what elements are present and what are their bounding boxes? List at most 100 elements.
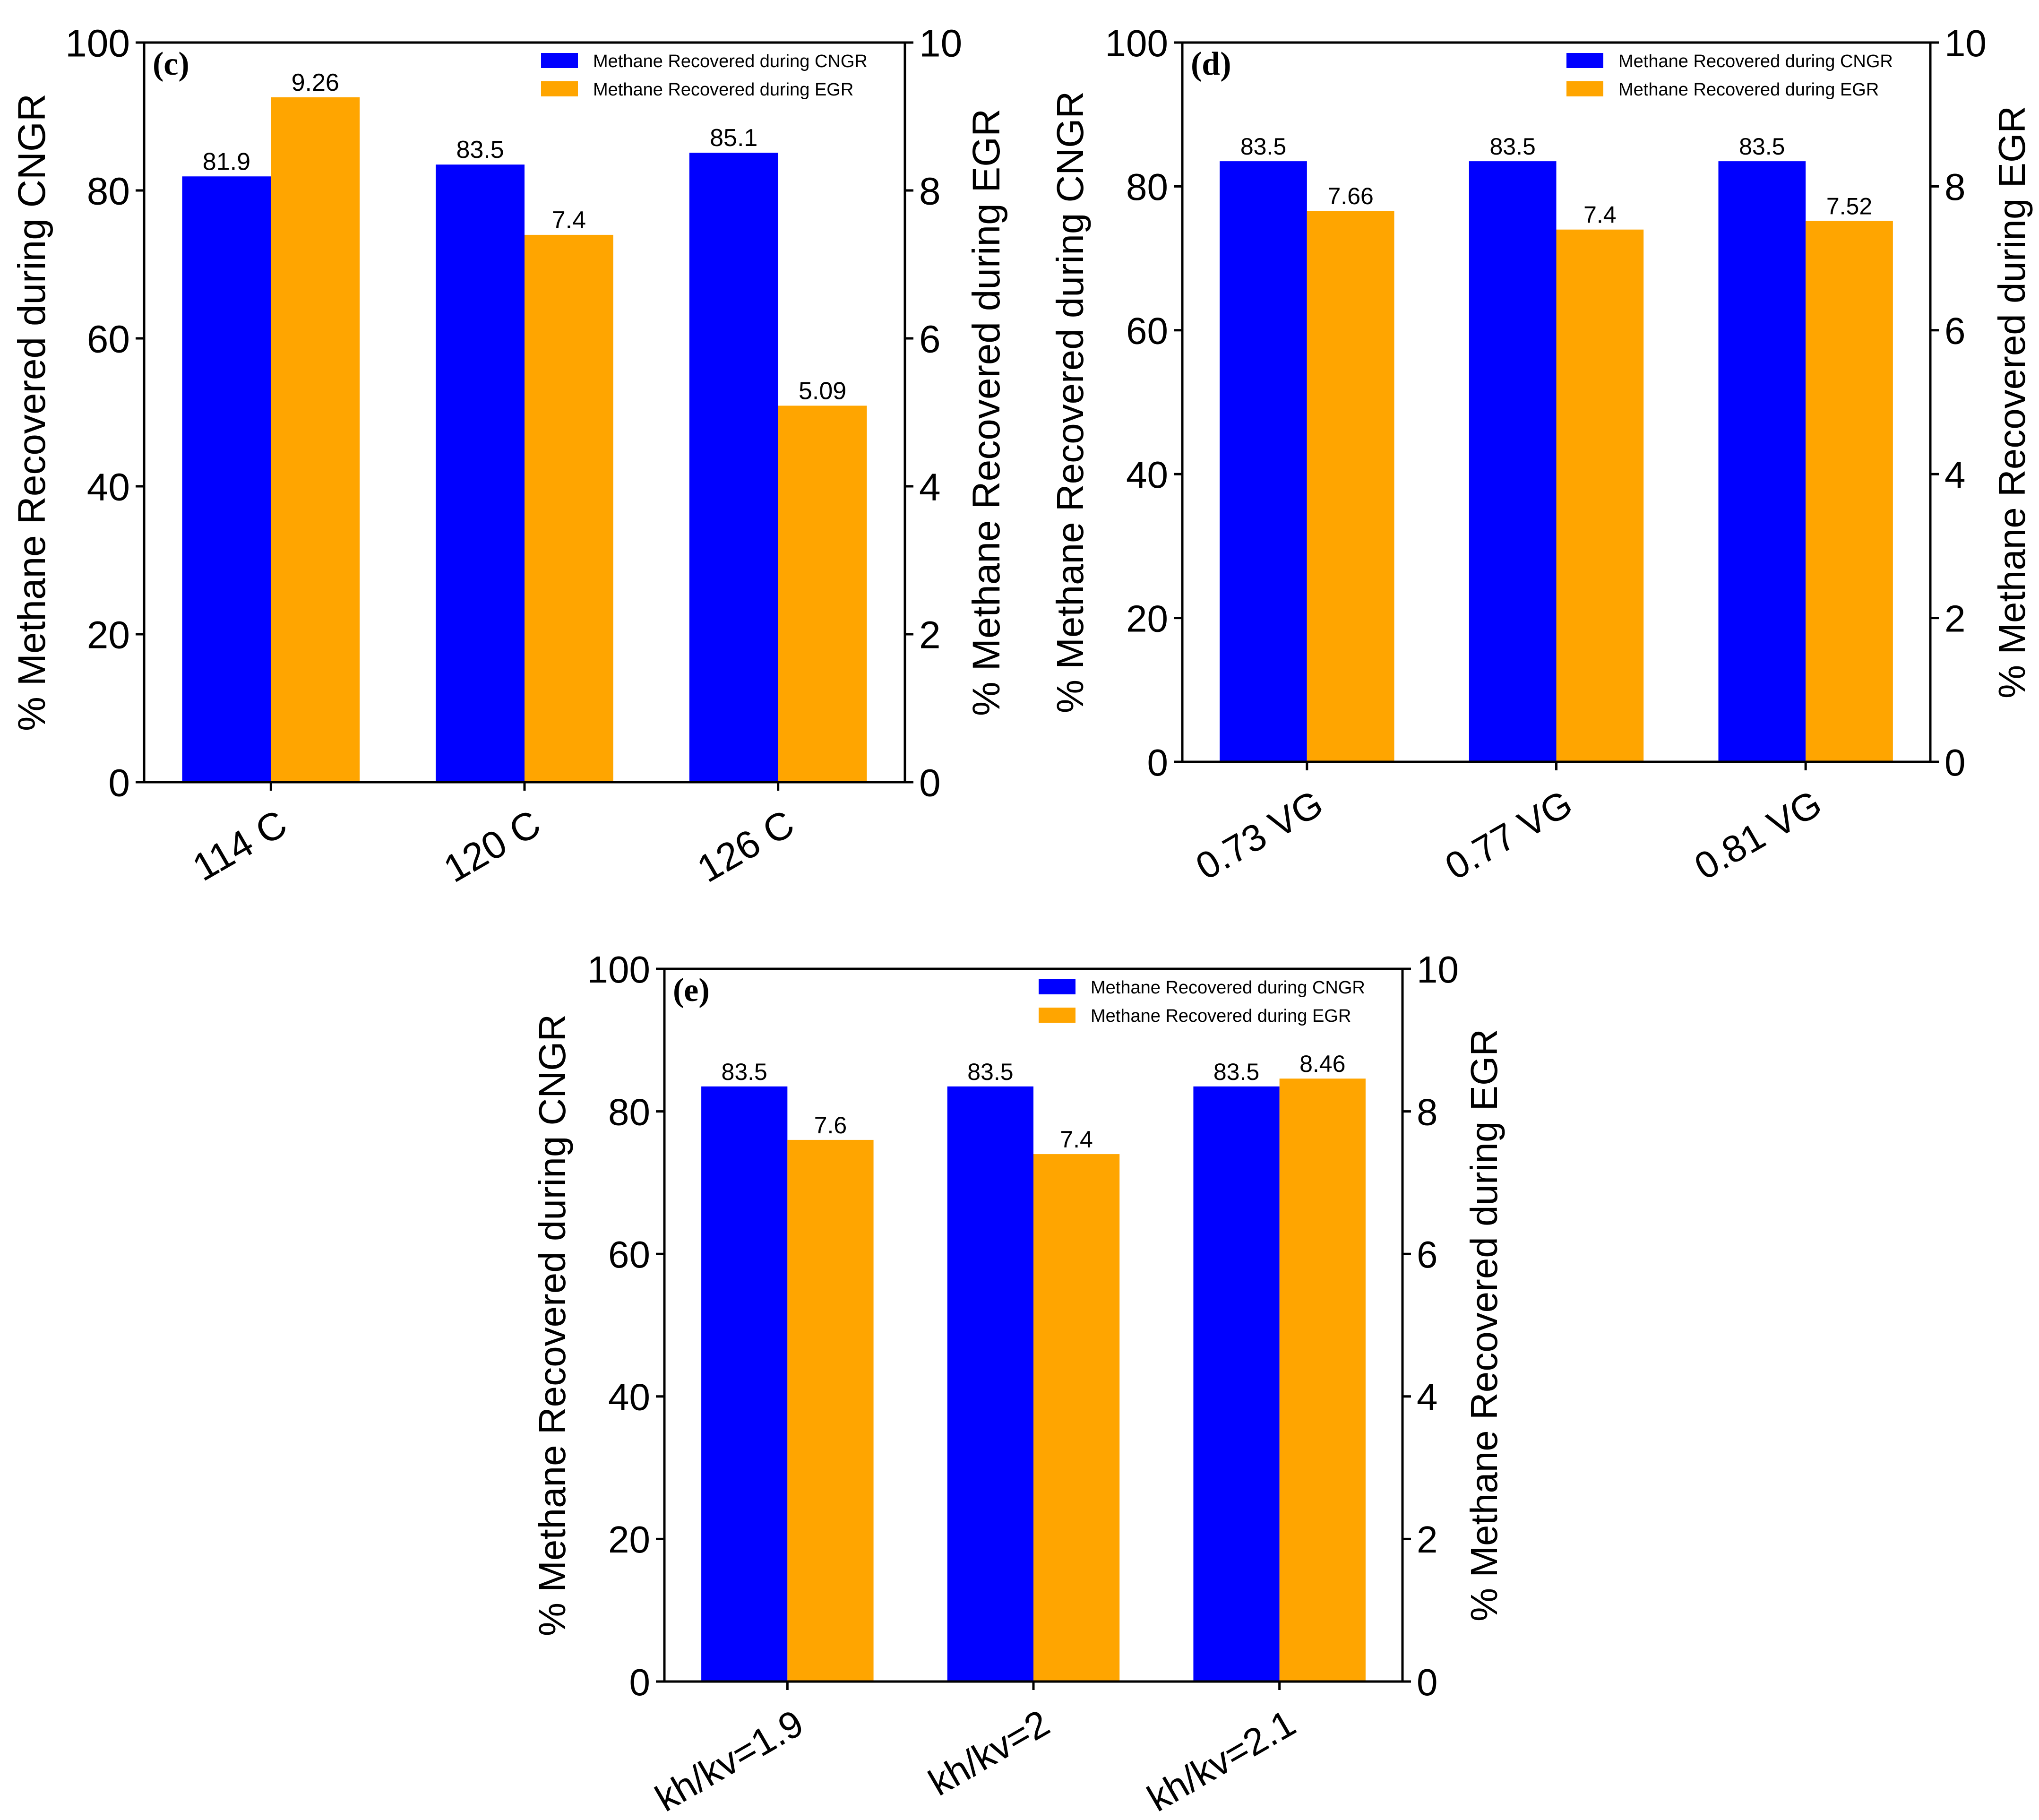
y2-tick-label-0: 0 — [919, 762, 941, 805]
bar-egr-0 — [271, 97, 360, 782]
y2-tick-label-2: 4 — [1417, 1376, 1438, 1418]
y2-tick-label-5: 10 — [1417, 949, 1459, 991]
chart-panel-1: 83.5 7.66 0.73 VG 83.5 7.4 0.77 VG 83.5 7.52 0.8… — [1049, 22, 2033, 888]
y-tick-label-5: 100 — [587, 949, 650, 991]
data-label-egr-0: 7.66 — [1328, 183, 1374, 209]
y2-tick-label-0: 0 — [1417, 1661, 1438, 1703]
panel-label: (d) — [1191, 46, 1231, 82]
y-tick-label-2: 40 — [1126, 454, 1168, 496]
bar-cngr-0 — [701, 1086, 788, 1682]
x-tick-label-1: 0.77 VG — [1438, 782, 1579, 888]
data-label-cngr-1: 83.5 — [1489, 133, 1535, 160]
legend-swatch-egr — [1039, 1008, 1075, 1023]
y-tick-label-0: 0 — [1147, 742, 1169, 784]
bar-egr-1 — [525, 234, 613, 782]
y2-tick-label-4: 8 — [919, 170, 941, 213]
y2-tick-label-3: 6 — [1417, 1233, 1438, 1276]
y-tick-label-0: 0 — [629, 1661, 651, 1703]
bar-cngr-2 — [1718, 161, 1806, 762]
legend-label-egr: Methane Recovered during EGR — [1091, 1006, 1351, 1026]
bar-egr-0 — [1307, 211, 1394, 762]
legend-swatch-egr — [541, 81, 578, 96]
data-label-egr-0: 9.26 — [292, 69, 339, 96]
data-label-cngr-0: 83.5 — [722, 1059, 767, 1085]
x-tick-label-0: 114 C — [186, 802, 294, 889]
y-tick-label-2: 40 — [87, 466, 130, 509]
y2-axis-title: % Methane Recovered during EGR — [1463, 1029, 1505, 1622]
y-tick-label-3: 60 — [608, 1233, 650, 1276]
y-axis-title: % Methane Recovered during CNGR — [1049, 91, 1091, 713]
legend-label-egr: Methane Recovered during EGR — [1618, 80, 1879, 100]
data-label-egr-2: 5.09 — [799, 377, 846, 405]
legend-swatch-cngr — [541, 53, 578, 68]
data-label-cngr-0: 83.5 — [1240, 133, 1286, 160]
y2-tick-label-3: 6 — [919, 318, 941, 361]
chart-panel-2: 83.5 7.6 kh/kv=1.9 83.5 7.4 kh/kv=2 83.5 8.46 kh… — [531, 949, 1505, 1820]
y-tick-label-2: 40 — [608, 1376, 650, 1418]
x-tick-label-2: 0.81 VG — [1687, 782, 1829, 888]
data-label-egr-0: 7.6 — [814, 1112, 847, 1139]
legend-label-cngr: Methane Recovered during CNGR — [1618, 52, 1893, 71]
x-tick-label-0: 0.73 VG — [1189, 782, 1330, 888]
plot-frame — [143, 41, 906, 784]
data-label-egr-1: 7.4 — [1060, 1126, 1093, 1153]
y-axis-title: % Methane Recovered during CNGR — [531, 1014, 573, 1636]
chart-panel-0: 81.9 9.26 114 C 83.5 7.4 120 C 85.1 5.09 126 C 0 2… — [10, 22, 1008, 891]
data-label-cngr-2: 83.5 — [1739, 133, 1785, 160]
data-label-cngr-0: 81.9 — [203, 148, 250, 175]
bar-egr-0 — [787, 1139, 874, 1682]
bar-egr-2 — [1806, 221, 1893, 762]
y-tick-label-1: 20 — [87, 614, 130, 657]
y2-tick-label-1: 2 — [919, 614, 941, 657]
bar-egr-1 — [1556, 229, 1644, 762]
legend-label-cngr: Methane Recovered during CNGR — [593, 52, 868, 71]
y-tick-label-3: 60 — [1126, 310, 1168, 352]
x-tick-label-1: 120 C — [437, 802, 548, 891]
data-label-cngr-2: 83.5 — [1213, 1059, 1259, 1085]
plot-frame — [1181, 41, 1932, 763]
legend-label-cngr: Methane Recovered during CNGR — [1091, 978, 1365, 998]
bar-egr-2 — [1279, 1078, 1366, 1682]
y-tick-label-4: 80 — [608, 1091, 650, 1133]
x-tick-label-0: kh/kv=1.9 — [648, 1702, 810, 1820]
y2-tick-label-5: 10 — [1944, 22, 1987, 64]
y2-tick-label-5: 10 — [919, 22, 962, 65]
data-label-egr-1: 7.4 — [1583, 202, 1617, 228]
legend-label-egr: Methane Recovered during EGR — [593, 80, 853, 100]
legend-swatch-cngr — [1566, 53, 1603, 68]
panel-label: (c) — [153, 46, 189, 82]
y2-tick-label-2: 4 — [1944, 454, 1966, 496]
x-tick-label-2: 126 C — [690, 802, 801, 891]
y-tick-label-5: 100 — [65, 22, 130, 65]
data-label-egr-1: 7.4 — [552, 207, 586, 234]
legend-swatch-egr — [1566, 81, 1603, 96]
x-tick-label-1: kh/kv=2 — [921, 1702, 1056, 1804]
y2-tick-label-3: 6 — [1944, 310, 1966, 352]
y2-axis-title: % Methane Recovered during EGR — [1991, 106, 2033, 699]
y-tick-label-1: 20 — [1126, 597, 1168, 639]
y-tick-label-1: 20 — [608, 1518, 650, 1561]
y-axis-title: % Methane Recovered during CNGR — [10, 94, 53, 731]
data-label-egr-2: 7.52 — [1826, 193, 1872, 219]
data-label-cngr-1: 83.5 — [456, 136, 504, 164]
bar-cngr-2 — [689, 153, 778, 782]
y-tick-label-5: 100 — [1105, 22, 1168, 64]
data-label-cngr-1: 83.5 — [967, 1059, 1013, 1085]
bar-egr-1 — [1033, 1154, 1120, 1682]
y-tick-label-4: 80 — [87, 170, 130, 213]
x-tick-label-2: kh/kv=2.1 — [1140, 1702, 1302, 1820]
y2-tick-label-2: 4 — [919, 466, 941, 509]
y2-tick-label-1: 2 — [1944, 597, 1966, 639]
bar-cngr-1 — [436, 164, 525, 783]
y-tick-label-4: 80 — [1126, 166, 1168, 208]
y2-tick-label-0: 0 — [1944, 742, 1966, 784]
plot-frame — [663, 967, 1404, 1683]
data-label-egr-2: 8.46 — [1299, 1051, 1345, 1077]
legend-swatch-cngr — [1039, 979, 1075, 994]
bar-cngr-0 — [1220, 161, 1307, 762]
y2-axis-title: % Methane Recovered during EGR — [965, 109, 1008, 716]
y2-tick-label-1: 2 — [1417, 1518, 1438, 1561]
bar-egr-2 — [778, 405, 867, 782]
bar-cngr-0 — [182, 176, 271, 782]
